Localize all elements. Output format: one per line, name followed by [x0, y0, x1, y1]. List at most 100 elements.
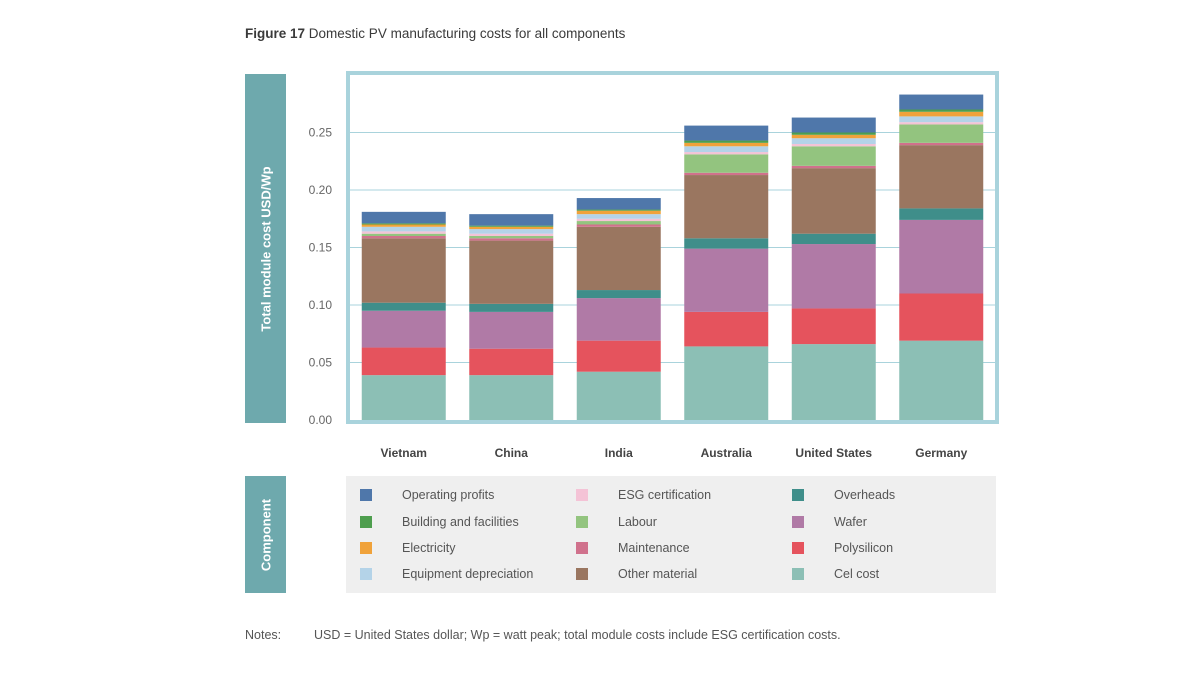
bar-segment — [361, 226, 446, 232]
notes-label: Notes: — [245, 628, 282, 642]
x-tick-label: United States — [795, 446, 872, 460]
bar-segment — [791, 132, 876, 135]
bar-segment — [469, 348, 554, 376]
figure-title-text: Domestic PV manufacturing costs for all … — [308, 26, 626, 41]
legend-label: Equipment depreciation — [402, 567, 534, 581]
bar-segment — [469, 226, 554, 230]
legend-swatch — [792, 542, 804, 554]
legend-item: Overheads — [792, 486, 895, 504]
bar-segment — [899, 293, 984, 341]
bar-segment — [576, 371, 661, 420]
bar-segment — [576, 210, 661, 215]
bar-segment — [791, 344, 876, 420]
bar-segment — [684, 248, 769, 312]
legend-swatch — [792, 489, 804, 501]
plot-frame — [346, 71, 999, 424]
legend-swatch — [360, 542, 372, 554]
bar-segment — [361, 238, 446, 303]
legend-swatch — [576, 516, 588, 528]
y-tick-label: 0.10 — [309, 298, 333, 312]
bar-segment — [469, 303, 554, 312]
bar-segment — [684, 346, 769, 420]
bar-segment — [791, 134, 876, 139]
legend-swatch — [576, 489, 588, 501]
bar-segment — [469, 311, 554, 349]
legend-label: Polysilicon — [834, 541, 894, 555]
bar-segment — [899, 111, 984, 117]
bar-segment — [899, 219, 984, 294]
x-tick-label: India — [605, 446, 633, 460]
y-axis-label-band: Total module cost USD/Wp — [245, 74, 286, 423]
legend-item: Cel cost — [792, 565, 879, 583]
bar-segment — [684, 140, 769, 143]
figure-title: Figure 17 Domestic PV manufacturing cost… — [245, 26, 625, 41]
legend-label: Maintenance — [618, 541, 690, 555]
legend-title: Component — [258, 498, 273, 571]
x-tick-label: Germany — [915, 446, 967, 460]
legend-label: Overheads — [834, 488, 896, 502]
bar-segment — [576, 224, 661, 227]
bar-segment — [899, 116, 984, 123]
bar-segment — [684, 152, 769, 155]
legend-item: Wafer — [792, 513, 867, 531]
bar-segment — [576, 298, 661, 341]
legend-label: Cel cost — [834, 567, 880, 581]
bar-segment — [361, 347, 446, 376]
bar-segment — [469, 229, 554, 234]
bar-segment — [791, 146, 876, 166]
bar-segment — [576, 214, 661, 219]
bar-segment — [576, 198, 661, 210]
x-tick-label: Vietnam — [381, 446, 427, 460]
bar-segment — [361, 236, 446, 239]
legend-swatch — [360, 568, 372, 580]
bar-segment — [899, 208, 984, 220]
bar-segment — [576, 218, 661, 222]
legend-swatch — [576, 542, 588, 554]
bar-segment — [791, 138, 876, 144]
legend: Operating profits Building and facilities… — [346, 476, 996, 593]
bar-segment — [361, 375, 446, 420]
bar-segment — [576, 226, 661, 291]
bar-segment — [791, 168, 876, 234]
bar-segment — [361, 310, 446, 348]
bar-segment — [684, 125, 769, 141]
notes-text: USD = United States dollar; Wp = watt pe… — [314, 628, 841, 642]
legend-swatch — [792, 568, 804, 580]
legend-title-band: Component — [245, 476, 286, 593]
y-tick-label: 0.15 — [309, 241, 333, 255]
stacked-bar-chart: Vietnam China India Australia United States G… — [309, 71, 999, 460]
bar-segment — [361, 233, 446, 236]
legend-item: Electricity — [360, 539, 455, 557]
legend-label: ESG certification — [618, 488, 712, 502]
bar-segment — [469, 240, 554, 304]
x-tick-label: Australia — [701, 446, 753, 460]
bar-segment — [899, 340, 984, 420]
bar-segment — [469, 214, 554, 226]
bar-segment — [361, 224, 446, 227]
y-tick-label: 0.00 — [309, 413, 333, 427]
legend-item: ESG certification — [576, 486, 711, 504]
legend-label: Other material — [618, 567, 698, 581]
bar-segment — [684, 175, 769, 239]
bar-segment — [361, 231, 446, 234]
bar-segment — [684, 146, 769, 153]
legend-label: Building and facilities — [402, 515, 519, 529]
bar-segment — [899, 142, 984, 146]
bar-segment — [576, 209, 661, 211]
x-tick-label: China — [495, 446, 529, 460]
legend-swatch — [792, 516, 804, 528]
bar-segment — [361, 211, 446, 224]
bar-segment — [469, 375, 554, 420]
figure-number: Figure 17 — [245, 26, 306, 41]
bar-segment — [899, 94, 984, 110]
bar-segment — [791, 117, 876, 133]
bar-segment — [576, 340, 661, 372]
bar-segment — [791, 308, 876, 345]
bar-segment — [791, 165, 876, 169]
bar-segment — [791, 244, 876, 309]
y-tick-label: 0.05 — [309, 356, 333, 370]
bar-segment — [469, 233, 554, 236]
legend-item: Maintenance — [576, 539, 690, 557]
legend-item: Operating profits — [360, 486, 494, 504]
y-tick-label: 0.25 — [309, 126, 333, 140]
